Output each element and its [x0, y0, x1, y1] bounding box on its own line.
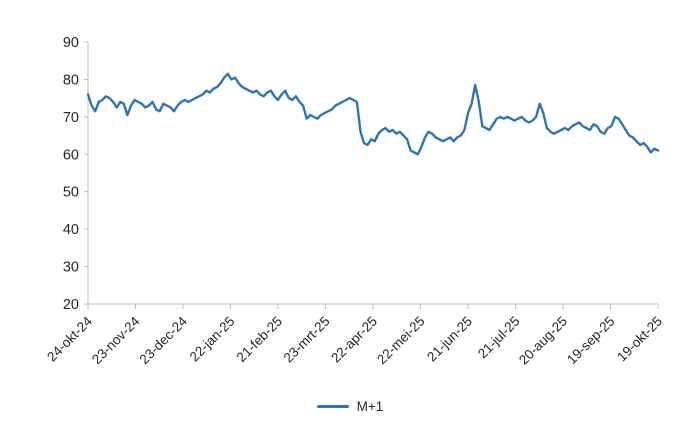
x-axis-label: 21-jun-25 [424, 314, 475, 365]
x-axis-label: 24-okt-24 [44, 313, 95, 364]
x-axis-label: 22-jan-25 [187, 314, 238, 365]
x-axis-label: 21-feb-25 [234, 314, 285, 365]
y-axis-label: 90 [63, 35, 79, 51]
y-axis-label: 80 [63, 72, 79, 88]
y-axis-label: 40 [63, 222, 79, 238]
legend-label: M+1 [356, 399, 384, 414]
y-axis-label: 30 [63, 260, 79, 276]
x-axis-label: 22-mei-25 [374, 314, 428, 368]
x-axis-label: 23-mrt-25 [281, 314, 333, 366]
x-axis-label: 19-okt-25 [614, 314, 665, 365]
x-axis-label: 19-sep-25 [564, 314, 618, 368]
x-axis-label: 20-aug-25 [516, 314, 570, 368]
y-axis-label: 60 [63, 147, 79, 163]
x-axis-label: 21-jul-25 [475, 314, 523, 362]
y-axis-label: 50 [63, 185, 79, 201]
y-axis-label: 70 [63, 110, 79, 126]
x-axis-label: 23-nov-24 [89, 313, 143, 367]
y-axis-label: 20 [63, 297, 79, 313]
series-line-M+1 [86, 72, 660, 156]
legend-line-swatch [316, 405, 349, 408]
chart-legend: M+1 [0, 399, 700, 414]
x-axis-label: 23-dec-24 [137, 313, 191, 367]
x-axis-label: 22-apr-25 [328, 314, 380, 366]
